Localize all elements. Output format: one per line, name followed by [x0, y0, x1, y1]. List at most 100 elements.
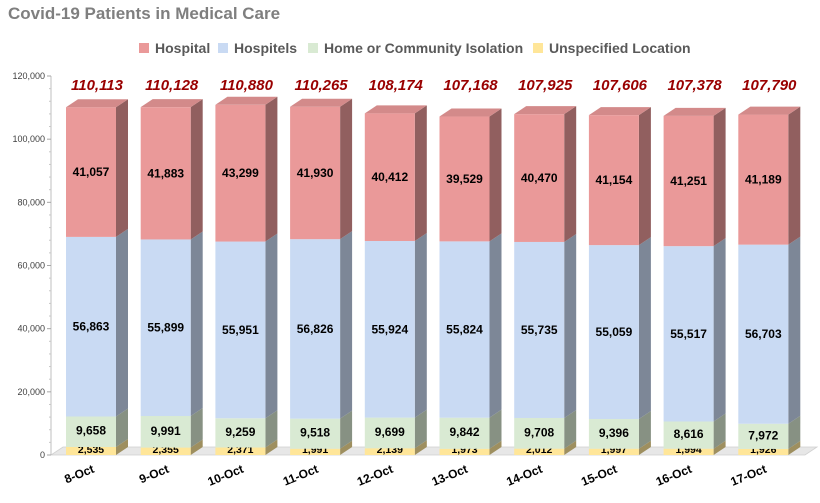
data-label-home-or-community-isolation: 9,259 [225, 425, 255, 439]
bar-11-Oct-hospital [290, 106, 341, 240]
bar-9-Oct-unspecified-location [140, 447, 191, 455]
bar-16-Oct-hospital-side [713, 107, 726, 247]
legend-swatch-hospital [139, 43, 149, 53]
x-tick-label: 17-Oct [729, 462, 769, 489]
data-label-hospitels: 56,703 [745, 327, 782, 341]
bar-11-Oct-home-or-community-isolation-side [340, 410, 353, 449]
bar-11-Oct-hospital-side [340, 98, 353, 240]
x-tick-label: 14-Oct [504, 462, 544, 489]
chart-legend: Hospital Hospitels Home or Community Iso… [0, 40, 820, 56]
bar-top-12-Oct [364, 105, 427, 114]
legend-label-hospitels: Hospitels [234, 40, 298, 56]
x-tick-label: 16-Oct [654, 462, 694, 489]
data-label-hospital: 40,412 [371, 170, 408, 184]
legend-swatch-unspecified [533, 43, 543, 53]
data-label-home-or-community-isolation: 9,396 [599, 426, 629, 440]
bar-top-15-Oct [588, 107, 651, 116]
bar-13-Oct-unspecified-location-side [489, 440, 502, 455]
bar-10-Oct-hospitels [215, 241, 266, 419]
bar-15-Oct-home-or-community-isolation [588, 419, 639, 449]
bar-14-Oct-unspecified-location-side [564, 440, 577, 455]
legend-item-hospital: Hospital [139, 40, 210, 56]
bar-10-Oct-home-or-community-isolation-side [265, 410, 278, 448]
total-label: 107,925 [518, 77, 573, 94]
bar-14-Oct-home-or-community-isolation-side [564, 409, 577, 449]
legend-label-hospital: Hospital [155, 40, 211, 56]
bar-10-Oct-unspecified-location-side [265, 439, 278, 455]
data-label-hospitels: 56,863 [73, 320, 110, 334]
bar-16-Oct-hospital [663, 115, 714, 247]
bar-8-Oct-unspecified-location-side [116, 438, 128, 455]
bar-12-Oct-hospitels [364, 240, 415, 418]
data-label-home-or-community-isolation: 8,616 [674, 427, 704, 441]
bar-11-Oct-hospitels-side [340, 231, 353, 419]
bar-12-Oct-hospital [364, 113, 415, 241]
bar-17-Oct-unspecified-location [738, 448, 789, 455]
bar-13-Oct-unspecified-location [439, 448, 490, 455]
data-label-hospital: 41,154 [596, 173, 633, 187]
data-label-hospital: 41,057 [73, 165, 110, 179]
data-label-hospital: 41,189 [745, 173, 782, 187]
legend-swatch-hospitels [218, 43, 228, 53]
bar-top-10-Oct [215, 96, 278, 105]
legend-label-home-isolation: Home or Community Isolation [324, 40, 524, 56]
bar-12-Oct-unspecified-location [364, 448, 415, 455]
x-tick-label: 13-Oct [430, 462, 470, 489]
bar-16-Oct-unspecified-location-side [713, 440, 726, 455]
bar-14-Oct-unspecified-location [514, 448, 565, 455]
x-tick-label: 8-Oct [62, 462, 96, 486]
data-label-hospitels: 55,824 [446, 323, 483, 337]
total-label: 110,113 [71, 77, 124, 94]
bar-17-Oct-home-or-community-isolation-side [788, 415, 801, 449]
bar-12-Oct-hospital-side [414, 105, 427, 241]
bar-17-Oct-hospitels-side [788, 236, 801, 424]
total-label: 110,128 [145, 77, 199, 94]
bar-12-Oct-home-or-community-isolation-side [414, 409, 427, 449]
bar-13-Oct-hospital [439, 116, 490, 242]
bar-8-Oct-hospital-side [116, 99, 128, 237]
bar-top-8-Oct [66, 99, 128, 108]
bar-11-Oct-hospitels [290, 239, 341, 419]
bar-13-Oct-hospitels-side [489, 233, 502, 418]
bar-14-Oct-hospitels [514, 241, 565, 418]
legend-item-home-isolation: Home or Community Isolation [308, 40, 523, 56]
bar-17-Oct-home-or-community-isolation [738, 423, 789, 449]
bar-8-Oct-hospital [66, 107, 116, 237]
y-tick-label: 40,000 [17, 324, 45, 334]
data-label-home-or-community-isolation: 7,972 [748, 428, 778, 442]
data-label-hospitels: 55,951 [222, 323, 259, 337]
legend-label-unspecified: Unspecified Location [549, 40, 691, 56]
bar-12-Oct-home-or-community-isolation [364, 417, 415, 449]
data-label-unspecified-location: 2,535 [78, 444, 104, 456]
bar-12-Oct-unspecified-location-side [414, 440, 427, 455]
data-label-home-or-community-isolation: 9,991 [151, 424, 181, 438]
data-label-hospitels: 55,517 [670, 327, 707, 341]
data-label-hospital: 41,883 [147, 166, 184, 180]
bar-16-Oct-unspecified-location [663, 448, 714, 455]
bar-8-Oct-hospitels-side [116, 228, 128, 417]
total-label: 108,174 [369, 77, 424, 94]
bar-14-Oct-hospital [514, 114, 565, 242]
legend-swatch-home-isolation [308, 43, 318, 53]
bar-16-Oct-home-or-community-isolation-side [713, 413, 726, 449]
data-label-hospitels: 55,735 [521, 323, 558, 337]
bar-top-14-Oct [514, 106, 577, 115]
data-label-hospital: 43,299 [222, 166, 259, 180]
bar-10-Oct-hospitels-side [265, 233, 278, 419]
bar-17-Oct-hospital [738, 114, 789, 245]
data-label-home-or-community-isolation: 9,842 [449, 425, 479, 439]
x-tick-label: 12-Oct [355, 462, 395, 489]
chart-title: Covid-19 Patients in Medical Care [8, 4, 281, 23]
bar-12-Oct-hospitels-side [414, 232, 427, 418]
total-label: 107,168 [443, 77, 498, 94]
bar-15-Oct-hospital [588, 115, 639, 246]
bar-17-Oct-hospital-side [788, 106, 801, 245]
total-label: 110,880 [220, 77, 274, 94]
data-label-home-or-community-isolation: 9,658 [76, 424, 106, 438]
data-label-hospital: 41,251 [670, 174, 707, 188]
bar-14-Oct-hospital-side [564, 106, 577, 242]
bar-10-Oct-home-or-community-isolation [215, 418, 266, 448]
bar-10-Oct-hospital [215, 104, 266, 242]
data-label-hospital: 41,930 [297, 166, 334, 180]
total-label: 110,265 [295, 77, 349, 94]
